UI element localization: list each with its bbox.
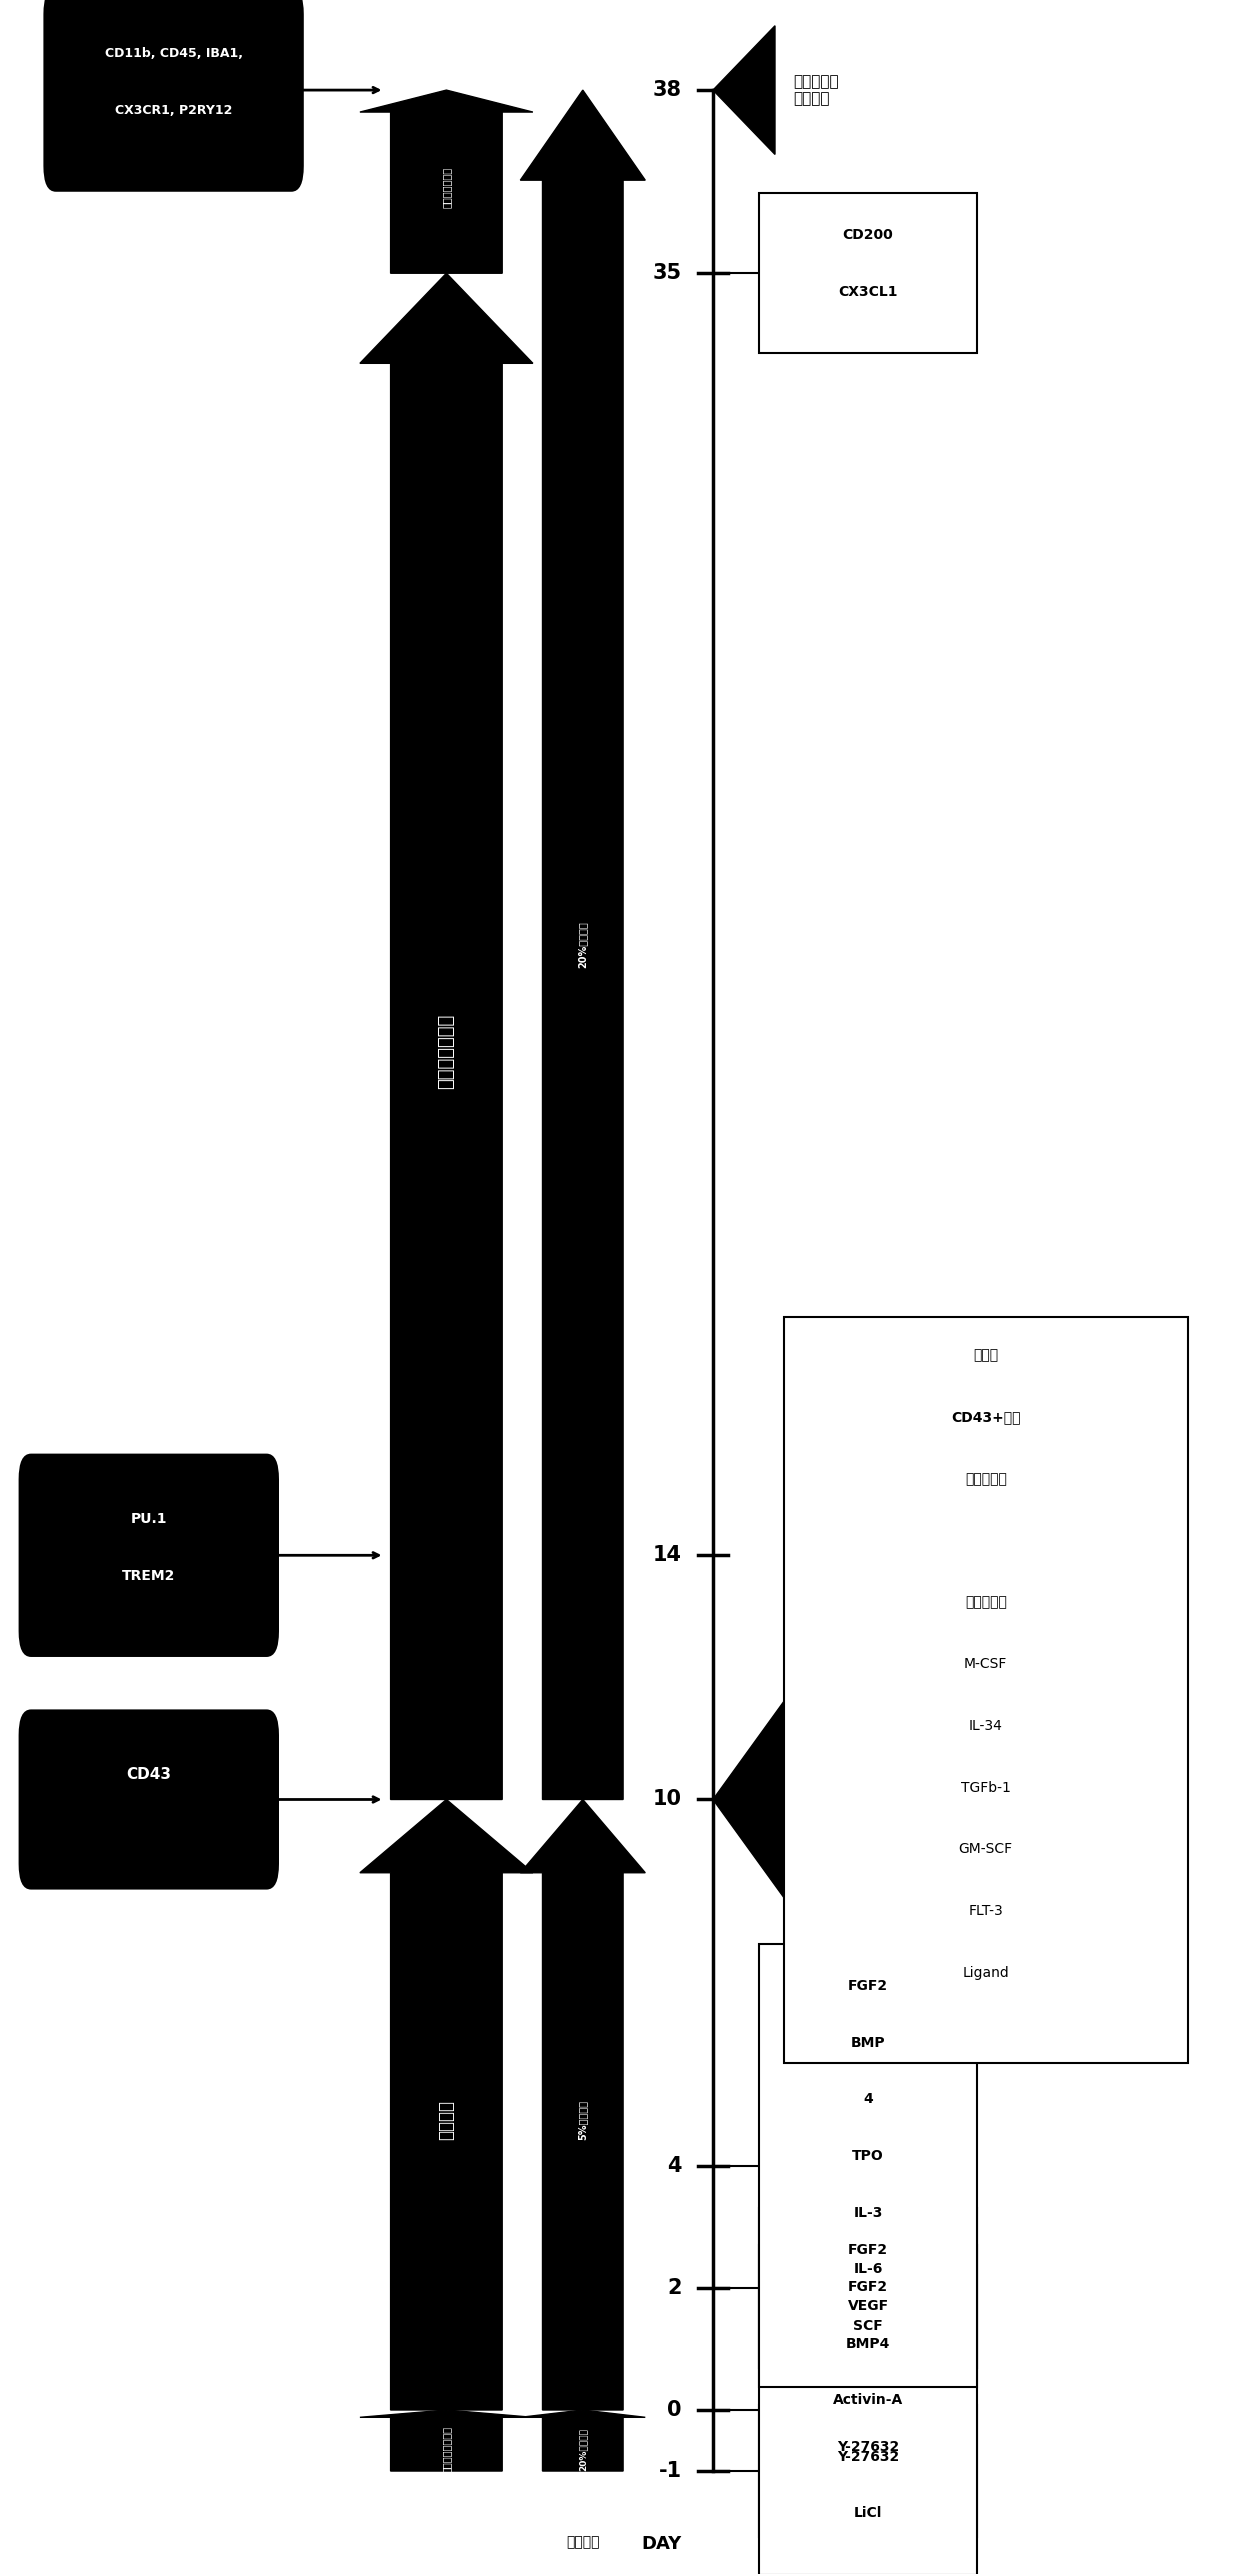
Text: 4: 4 <box>667 2157 682 2175</box>
Text: Ligand: Ligand <box>962 1967 1009 1979</box>
Text: 氧气浓度: 氧气浓度 <box>565 2535 600 2548</box>
Text: -1: -1 <box>658 2461 682 2481</box>
Text: 分离素: 分离素 <box>973 1349 998 1362</box>
FancyBboxPatch shape <box>759 193 977 353</box>
FancyBboxPatch shape <box>43 0 304 193</box>
Text: FGF2: FGF2 <box>848 2242 888 2257</box>
Text: 0: 0 <box>667 2399 682 2420</box>
Polygon shape <box>713 1696 787 1902</box>
FancyBboxPatch shape <box>759 2404 977 2538</box>
FancyArrow shape <box>360 1799 533 2409</box>
FancyArrow shape <box>360 90 533 273</box>
FancyArrow shape <box>521 1799 645 2409</box>
Text: 小胶质细胞成分: 小胶质细胞成分 <box>441 167 451 208</box>
Text: 10: 10 <box>653 1789 682 1810</box>
FancyBboxPatch shape <box>759 2208 977 2368</box>
Text: 4: 4 <box>863 2093 873 2106</box>
FancyBboxPatch shape <box>784 1318 1188 2064</box>
Polygon shape <box>713 26 775 154</box>
FancyArrow shape <box>521 90 645 1799</box>
FancyBboxPatch shape <box>759 1943 977 2386</box>
Text: 造血作用: 造血作用 <box>438 2100 455 2139</box>
Text: 小胶质细胞分化: 小胶质细胞分化 <box>438 1014 455 1089</box>
Text: IL-3: IL-3 <box>853 2206 883 2219</box>
Text: 无血清培养: 无血清培养 <box>965 1596 1007 1609</box>
Text: CD200: CD200 <box>843 229 893 242</box>
FancyArrow shape <box>360 2409 533 2471</box>
Text: 20%氧气浓度: 20%氧气浓度 <box>578 921 588 968</box>
Text: 人多能干细胞维持: 人多能干细胞维持 <box>441 2427 451 2474</box>
Text: GM-SCF: GM-SCF <box>959 1843 1013 1856</box>
Text: TGFb-1: TGFb-1 <box>961 1781 1011 1794</box>
Text: Y-27632: Y-27632 <box>837 2440 899 2453</box>
Text: FLT-3: FLT-3 <box>968 1905 1003 1918</box>
Text: LiCl: LiCl <box>854 2507 882 2520</box>
Text: VEGF: VEGF <box>847 2299 889 2314</box>
FancyBboxPatch shape <box>19 1454 279 1658</box>
Text: DAY: DAY <box>642 2535 682 2553</box>
Text: 14: 14 <box>653 1544 682 1565</box>
Text: 血细胞前体: 血细胞前体 <box>965 1472 1007 1485</box>
FancyArrow shape <box>360 273 533 1799</box>
Text: Activin-A: Activin-A <box>833 2394 903 2407</box>
Text: SCF: SCF <box>853 2319 883 2332</box>
Text: FGF2: FGF2 <box>848 2281 888 2293</box>
FancyBboxPatch shape <box>759 2245 977 2574</box>
FancyBboxPatch shape <box>19 1709 279 1889</box>
Text: BMP: BMP <box>851 2036 885 2049</box>
Text: CD43: CD43 <box>126 1768 171 1781</box>
Text: IL-34: IL-34 <box>968 1719 1003 1732</box>
Text: FGF2: FGF2 <box>848 1979 888 1992</box>
Text: PU.1: PU.1 <box>130 1511 167 1526</box>
FancyArrow shape <box>521 2409 645 2471</box>
Text: TPO: TPO <box>852 2149 884 2162</box>
Text: CX3CL1: CX3CL1 <box>838 286 898 299</box>
Text: CX3CR1, P2RY12: CX3CR1, P2RY12 <box>115 103 232 116</box>
Text: M-CSF: M-CSF <box>965 1658 1007 1671</box>
Text: 收获成熟小
胶质细胞: 收获成熟小 胶质细胞 <box>794 75 839 106</box>
Text: BMP4: BMP4 <box>846 2337 890 2350</box>
Text: 20%氧气浓度: 20%氧气浓度 <box>578 2427 588 2471</box>
Text: 35: 35 <box>653 263 682 283</box>
Text: CD43+细胞: CD43+细胞 <box>951 1411 1021 1423</box>
Text: 2: 2 <box>667 2278 682 2299</box>
Text: 38: 38 <box>653 80 682 100</box>
Text: CD11b, CD45, IBA1,: CD11b, CD45, IBA1, <box>104 46 243 59</box>
Text: TREM2: TREM2 <box>122 1568 176 1583</box>
Text: IL-6: IL-6 <box>853 2263 883 2275</box>
Text: 5%氧气浓度: 5%氧气浓度 <box>578 2100 588 2139</box>
Text: Y-27632: Y-27632 <box>837 2450 899 2463</box>
